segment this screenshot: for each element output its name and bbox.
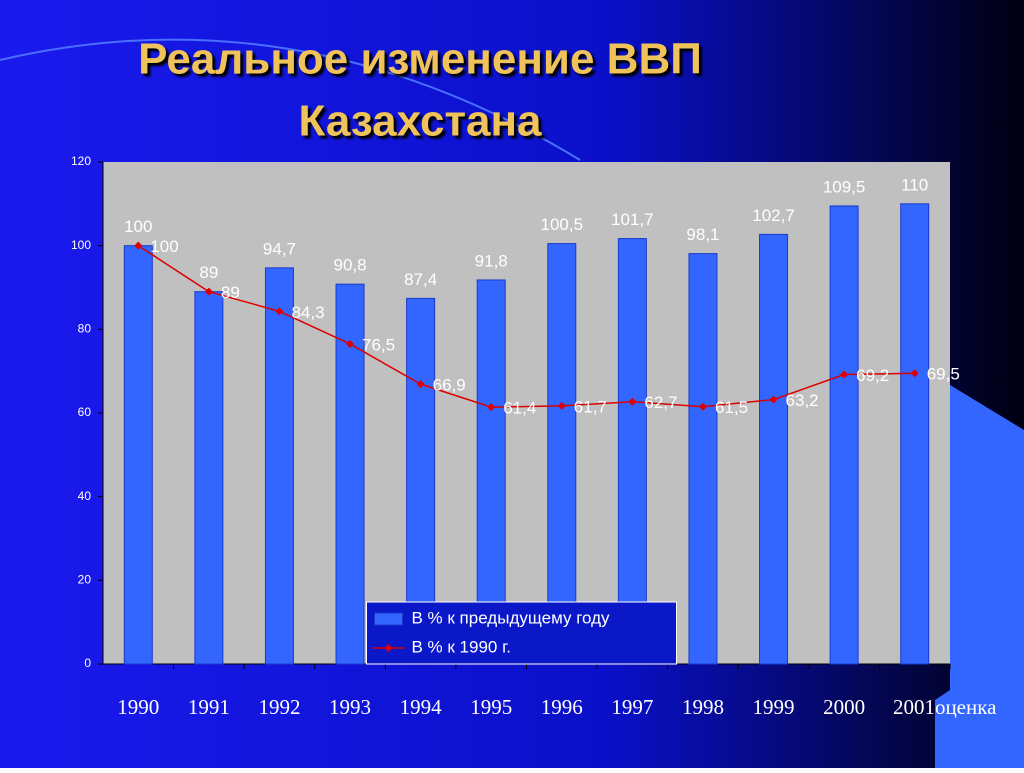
line-value-label: 89: [221, 283, 240, 302]
bar: [476, 279, 506, 665]
line-value-label: 63,2: [786, 391, 819, 410]
legend-swatch: [374, 612, 403, 626]
line-value-label: 61,7: [574, 397, 607, 416]
y-tick-label: 80: [78, 322, 92, 336]
line-marker: [769, 395, 778, 404]
y-tick-label: 120: [71, 154, 91, 168]
line-marker: [840, 370, 849, 379]
line-marker: [346, 339, 355, 348]
bar: [688, 253, 718, 665]
line-value-label: 76,5: [362, 335, 395, 354]
bar: [123, 245, 153, 665]
legend-label: В % к предыдущему году: [412, 608, 611, 627]
line-value-label: 66,9: [433, 376, 466, 395]
bar: [264, 267, 294, 665]
plot-area: [103, 162, 950, 664]
line-marker: [275, 307, 284, 316]
line-value-label: 69,2: [856, 366, 889, 385]
x-tick-label: 1994: [400, 695, 443, 719]
x-tick-label: 1991: [188, 695, 230, 719]
bar-value-label: 100: [124, 217, 152, 236]
chart-title: Реальное изменение ВВП: [138, 35, 702, 84]
line-marker: [557, 401, 566, 410]
bar-value-label: 100,5: [541, 215, 584, 234]
decor-arc: [0, 38, 581, 161]
chart-title: Казахстана: [298, 97, 542, 146]
x-tick-label: 1997: [611, 695, 653, 719]
line-value-label: 61,4: [503, 399, 536, 418]
x-tick-label: 1990: [117, 695, 159, 719]
chart: Реальное изменение ВВП Казахстана 0 20 40 60 8…: [71, 35, 997, 719]
line-value-label: 62,7: [644, 393, 677, 412]
line-marker: [487, 403, 496, 412]
bar-value-label: 98,1: [686, 225, 719, 244]
line-marker: [134, 241, 143, 250]
bar: [829, 205, 859, 665]
line-marker: [416, 380, 425, 389]
bar-value-label: 91,8: [475, 251, 508, 270]
y-tick-label: 60: [78, 405, 92, 419]
bar: [617, 238, 647, 665]
bar-value-label: 94,7: [263, 239, 296, 258]
legend-box: [366, 601, 677, 665]
bar-value-label: 110: [901, 175, 928, 194]
x-tick-label: 2000: [823, 695, 865, 719]
y-tick-label: 100: [71, 238, 91, 252]
line-marker: [910, 369, 919, 378]
bar-value-label: 102,7: [752, 206, 795, 225]
line-marker: [698, 402, 707, 411]
line-marker: [204, 287, 213, 296]
bar: [547, 243, 577, 665]
legend-label: В % к 1990 г.: [412, 637, 511, 656]
line-value-label: 100: [150, 237, 178, 256]
bar: [194, 291, 224, 665]
bar: [759, 233, 789, 665]
line-value-label: 84,3: [291, 303, 324, 322]
x-tick-label: 1995: [470, 695, 512, 719]
bar-value-label: 87,4: [404, 270, 437, 289]
bar-value-label: 109,5: [823, 177, 866, 196]
x-tick-label: 1996: [541, 695, 583, 719]
x-tick-label: 1998: [682, 695, 724, 719]
line: [137, 245, 915, 408]
x-tick-label: 1992: [258, 695, 300, 719]
bar-value-label: 90,8: [333, 256, 366, 275]
legend-swatch-marker: [384, 644, 393, 652]
line-value-label: 69,5: [927, 365, 960, 384]
bar: [900, 203, 930, 665]
x-tick-label: 1999: [753, 695, 795, 719]
y-tick-label: 0: [84, 656, 91, 670]
line-marker: [628, 397, 637, 406]
x-tick-label: 1993: [329, 695, 371, 719]
bar-value-label: 89: [199, 263, 218, 282]
line-value-label: 61,5: [715, 398, 748, 417]
decor-shape: [935, 385, 1024, 768]
y-tick-label: 20: [78, 573, 92, 587]
x-tick-label: 2001оценка: [893, 695, 997, 719]
bar-value-label: 101,7: [611, 210, 654, 229]
y-tick-label: 40: [78, 489, 92, 503]
